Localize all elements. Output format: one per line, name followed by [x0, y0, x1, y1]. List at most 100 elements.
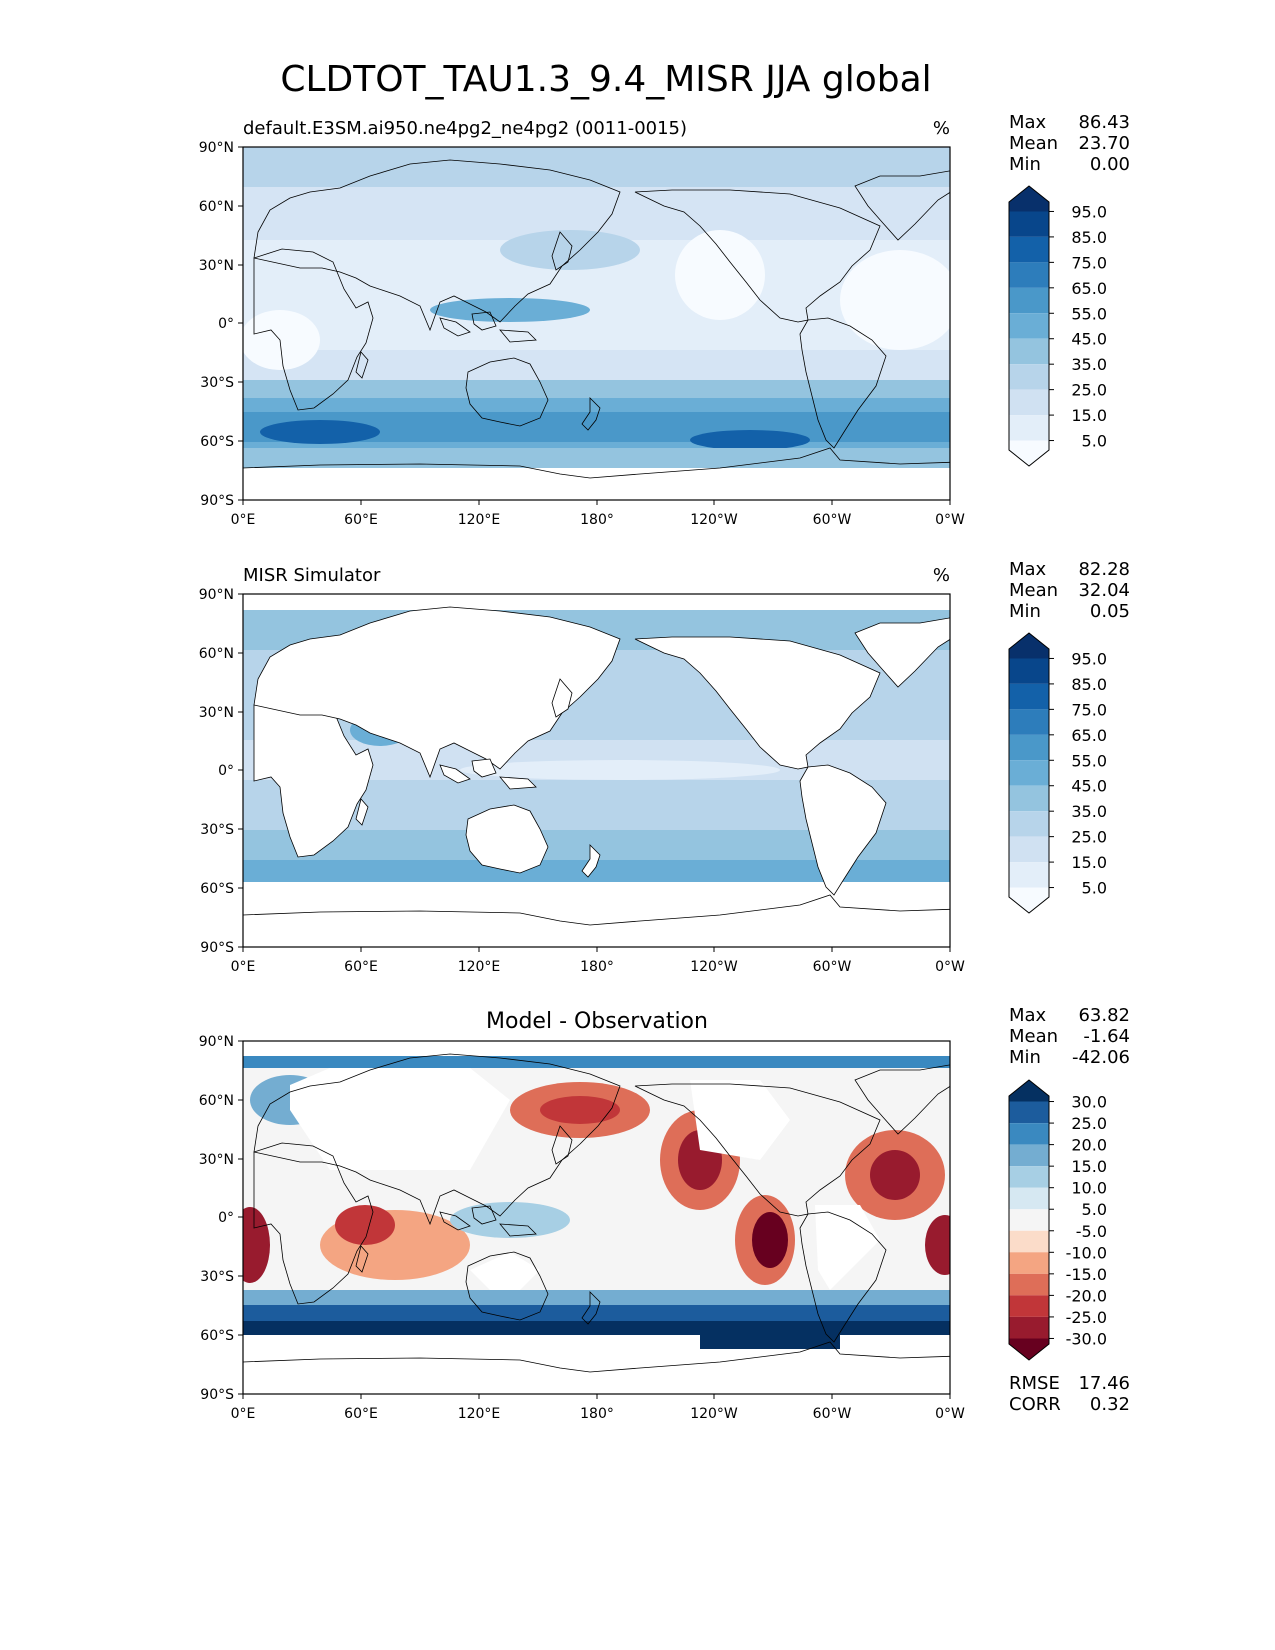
- lat-tick-label: 60°N: [199, 646, 234, 662]
- colorbar-segment: [1009, 415, 1049, 441]
- colorbar-label: 5.0: [1082, 432, 1107, 451]
- stat-min-value: 0.05: [1090, 601, 1130, 622]
- colorbar-segment: [1009, 1101, 1049, 1124]
- lat-tick-label: 0°: [218, 763, 234, 779]
- stat-rmse-label: RMSE: [1009, 1373, 1060, 1394]
- lon-tick-label: 60°E: [344, 1406, 378, 1422]
- units-label-obs: %: [933, 565, 950, 586]
- lat-tick-label: 90°N: [199, 587, 234, 603]
- colorbar-segment: [1009, 633, 1049, 659]
- colorbar-segment: [1009, 1316, 1049, 1339]
- colorbar-segment: [1009, 658, 1049, 684]
- colorbar-label: 25.0: [1071, 1114, 1107, 1133]
- colorbar-outline: [1008, 1079, 1050, 1361]
- lon-tick-label: 60°E: [344, 512, 378, 528]
- colorbar-segment: [1009, 440, 1049, 466]
- colorbar-segment: [1009, 760, 1049, 786]
- lat-tick-label: 60°N: [199, 199, 234, 215]
- lon-tick-label: 0°E: [231, 512, 256, 528]
- colorbar-outline: [1008, 632, 1050, 914]
- stat-min-value: 0.00: [1090, 154, 1130, 175]
- colorbar-segment: [1009, 836, 1049, 863]
- colorbar-segment: [1009, 262, 1049, 288]
- stat-min-label: Min: [1009, 601, 1041, 622]
- lon-tick-label: 120°E: [458, 1406, 501, 1422]
- lon-tick-label: 60°W: [813, 959, 852, 975]
- map-area-obs: [243, 594, 950, 947]
- colorbar-label: 35.0: [1071, 355, 1107, 374]
- lat-tick-label: 60°N: [199, 1093, 234, 1109]
- colorbar-label: 5.0: [1082, 879, 1107, 898]
- colorbar-label: 55.0: [1071, 751, 1107, 770]
- stat-mean-label: Mean: [1009, 580, 1058, 601]
- panel-obs: 90°N 60°N 30°N 0° 30°S 60°S 90°S 0°E 60°…: [199, 559, 1130, 975]
- lon-tick-label: 180°: [580, 1406, 614, 1422]
- lat-tick-label: 30°S: [200, 1269, 234, 1285]
- units-label-model: %: [933, 118, 950, 139]
- stats-model: Max 86.43 Mean 23.70 Min 0.00: [1009, 112, 1130, 175]
- lon-tick-label: 60°E: [344, 959, 378, 975]
- colorbar-label: 65.0: [1071, 279, 1107, 298]
- lat-tick-label: 90°N: [199, 140, 234, 156]
- colorbar-segment: [1009, 1273, 1049, 1296]
- lat-tick-label: 30°N: [199, 258, 234, 274]
- colorbar-segment: [1009, 709, 1049, 735]
- lat-tick-label: 60°S: [200, 881, 234, 897]
- colorbar-segment: [1009, 811, 1049, 837]
- stat-mean-value: 32.04: [1078, 580, 1130, 601]
- lon-tick-label: 0°W: [935, 1406, 965, 1422]
- panel-title-obs: MISR Simulator: [243, 565, 381, 586]
- colorbar-label: 5.0: [1082, 1200, 1107, 1219]
- stat-rmse-value: 17.46: [1078, 1373, 1130, 1394]
- colorbar-segment: [1009, 1166, 1049, 1188]
- colorbar-segment: [1009, 1144, 1049, 1167]
- colorbar-segment: [1009, 785, 1049, 812]
- figure-title: CLDTOT_TAU1.3_9.4_MISR JJA global: [280, 59, 931, 100]
- colorbar-label: 30.0: [1071, 1093, 1107, 1112]
- map-area-model: [243, 147, 950, 500]
- colorbar-label: -20.0: [1066, 1286, 1107, 1305]
- colorbar-segment: [1009, 1080, 1049, 1102]
- lon-ticks-obs: 0°E 60°E 120°E 180° 120°W 60°W 0°W: [231, 947, 965, 975]
- lat-tick-label: 90°S: [200, 1387, 234, 1403]
- colorbar-segment: [1009, 734, 1049, 761]
- colorbar-segment: [1009, 1123, 1049, 1145]
- colorbar-segment: [1009, 186, 1049, 212]
- colorbar-segment: [1009, 1187, 1049, 1210]
- colorbar-label: 15.0: [1071, 406, 1107, 425]
- stats-obs: Max 82.28 Mean 32.04 Min 0.05: [1009, 559, 1130, 622]
- lon-tick-label: 120°W: [690, 512, 738, 528]
- lon-tick-label: 60°W: [813, 1406, 852, 1422]
- lat-tick-label: 60°S: [200, 434, 234, 450]
- colorbar-label: 55.0: [1071, 304, 1107, 323]
- lat-tick-label: 90°S: [200, 940, 234, 956]
- colorbar-label: 65.0: [1071, 726, 1107, 745]
- lat-ticks-model: 90°N 60°N 30°N 0° 30°S 60°S 90°S: [199, 140, 243, 509]
- stat-mean-label: Mean: [1009, 133, 1058, 154]
- colorbar-label: 95.0: [1071, 649, 1107, 668]
- stat-min-label: Min: [1009, 154, 1041, 175]
- colorbar-label: -5.0: [1076, 1222, 1107, 1241]
- stat-mean-label: Mean: [1009, 1026, 1058, 1047]
- lon-tick-label: 0°E: [231, 1406, 256, 1422]
- colorbar-segment: [1009, 1295, 1049, 1317]
- colorbar-segment: [1009, 683, 1049, 710]
- stat-corr-label: CORR: [1009, 1394, 1061, 1415]
- panel-title-model: default.E3SM.ai950.ne4pg2_ne4pg2 (0011-0…: [243, 118, 687, 139]
- lon-tick-label: 0°W: [935, 512, 965, 528]
- lat-tick-label: 0°: [218, 316, 234, 332]
- colorbar-label: 25.0: [1071, 381, 1107, 400]
- lon-tick-label: 0°E: [231, 959, 256, 975]
- stat-min-label: Min: [1009, 1047, 1041, 1068]
- lat-tick-label: 30°N: [199, 705, 234, 721]
- lat-tick-label: 0°: [218, 1210, 234, 1226]
- stat-corr-value: 0.32: [1090, 1394, 1130, 1415]
- colorbar-segment: [1009, 887, 1049, 913]
- colorbar-label: 95.0: [1071, 202, 1107, 221]
- stat-max-label: Max: [1009, 559, 1047, 580]
- colorbar-segment: [1009, 313, 1049, 339]
- colorbar-segment: [1009, 1252, 1049, 1274]
- colorbar-segment: [1009, 236, 1049, 263]
- colorbar-segment: [1009, 287, 1049, 314]
- colorbar-segment: [1009, 1230, 1049, 1253]
